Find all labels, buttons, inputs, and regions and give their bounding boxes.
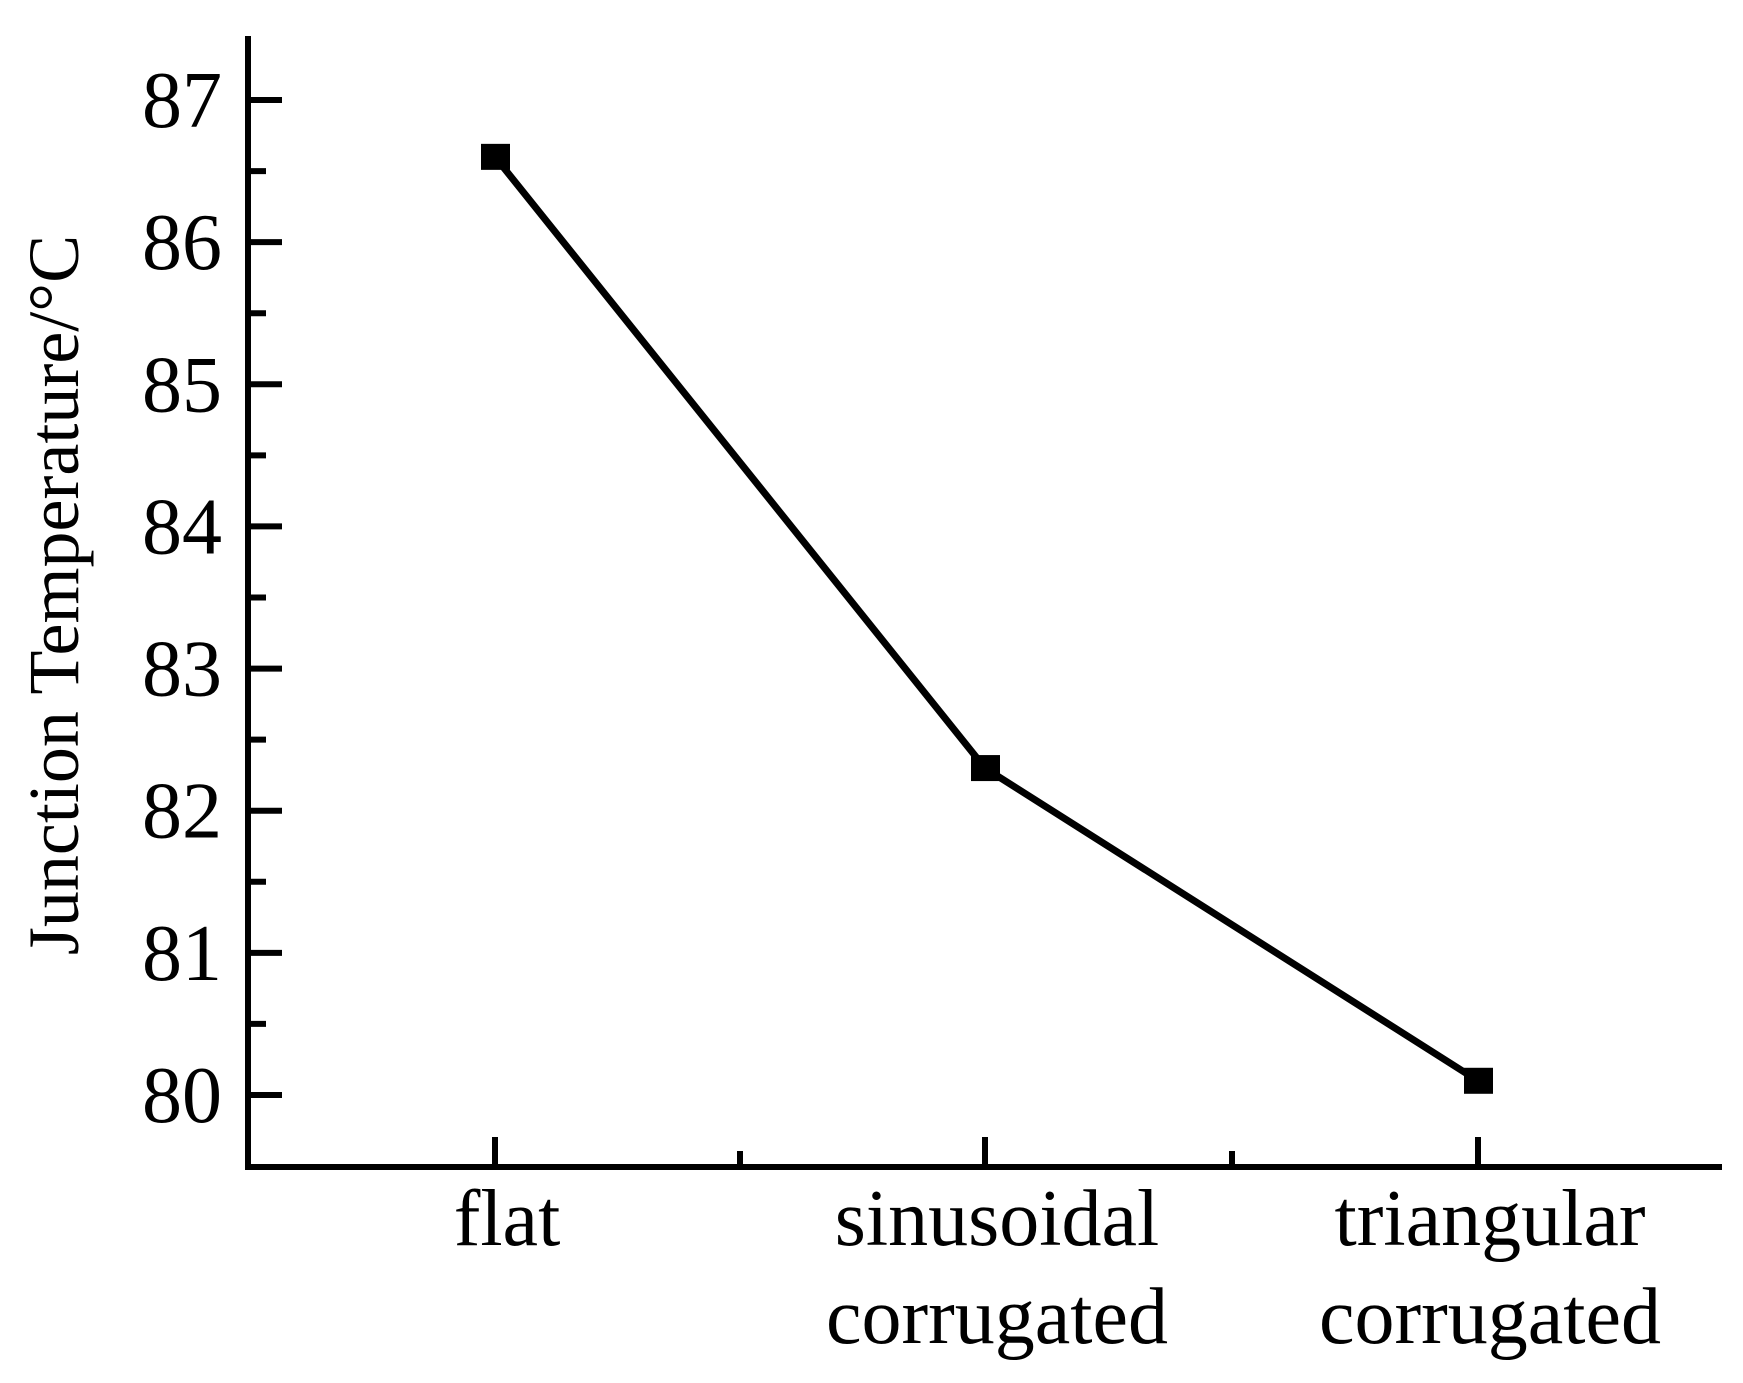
y-tick-label: 81	[142, 910, 222, 998]
x-tick-label: triangular corrugated	[1319, 1175, 1661, 1361]
axes	[245, 36, 1722, 1170]
x-axis-ticks: flat sinusoidal corrugated triangular corrug…	[454, 1137, 1661, 1361]
y-tick-label: 87	[142, 57, 222, 145]
y-axis-ticks: 80 81 82 83 84 85 86 87	[142, 57, 282, 1140]
x-tick-label: sinusoidal corrugated	[826, 1175, 1168, 1361]
data-point-marker	[481, 143, 510, 170]
x-tick-label: flat	[454, 1175, 561, 1263]
data-point-marker	[971, 755, 1000, 782]
data-series	[481, 143, 1493, 1094]
y-tick-label: 80	[142, 1052, 222, 1140]
y-tick-label: 82	[142, 768, 222, 856]
y-tick-label: 83	[142, 626, 222, 714]
y-tick-label: 85	[142, 341, 222, 429]
series-line	[492, 154, 1480, 1084]
y-tick-label: 84	[142, 483, 222, 571]
data-point-marker	[1464, 1067, 1493, 1094]
y-tick-label: 86	[142, 199, 222, 287]
y-axis-label: Junction Temperature/°C	[14, 235, 94, 955]
